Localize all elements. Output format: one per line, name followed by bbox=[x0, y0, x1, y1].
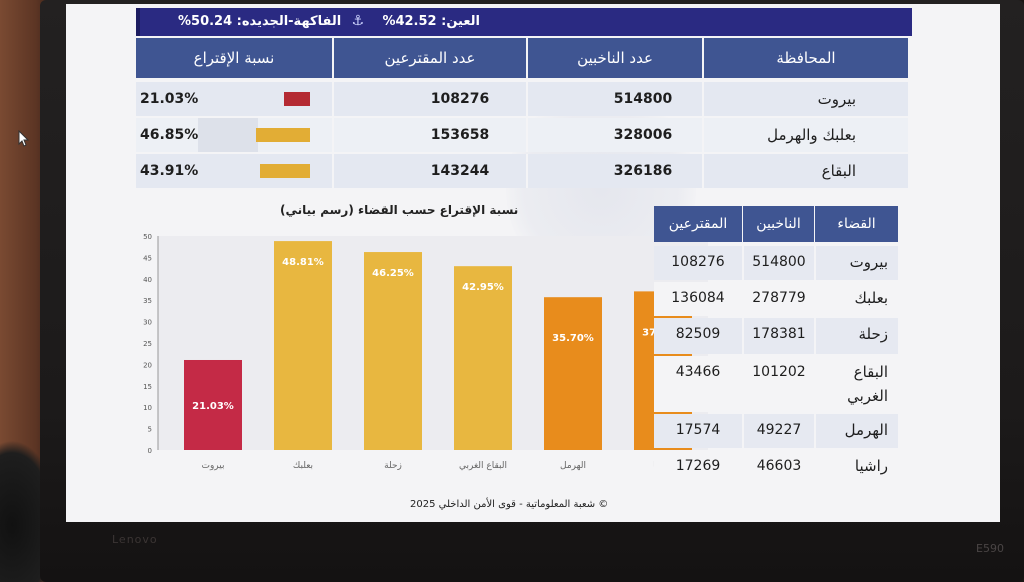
district-voters: 17574 bbox=[654, 414, 742, 448]
district-voters: 136084 bbox=[654, 282, 742, 316]
bar-value-label: 21.03% bbox=[192, 401, 234, 412]
monitor-brand: Lenovo bbox=[112, 533, 158, 546]
governorate-name: البقاع bbox=[702, 154, 908, 188]
col-district-electors: الناخبين bbox=[742, 206, 814, 242]
turnout-chart-svg: 0 5 10 15 20 25 30 35 40 45 50 21.03% بيروت 48.81% بعل… bbox=[143, 233, 708, 471]
governorate-name: بعلبك والهرمل bbox=[702, 118, 908, 152]
district-name: زحلة bbox=[814, 318, 898, 354]
table-row: 43.91% 143244 326186 البقاع bbox=[136, 154, 908, 188]
table-row: 82509 178381 زحلة bbox=[654, 318, 898, 354]
turnout-swatch bbox=[284, 92, 310, 106]
y-tick-label: 0 bbox=[148, 447, 152, 455]
col-district-name: القضاء bbox=[814, 206, 898, 242]
turnout-swatch bbox=[256, 128, 310, 142]
table-row: 21.03% 108276 514800 بيروت bbox=[136, 82, 908, 116]
district-voters: 43466 bbox=[654, 356, 742, 412]
x-category-label: بعلبك bbox=[293, 461, 313, 471]
bar-value-label: 46.25% bbox=[372, 268, 414, 279]
y-tick-label: 20 bbox=[143, 361, 152, 369]
y-tick-label: 30 bbox=[143, 319, 152, 327]
monitor-model: E590 bbox=[976, 542, 1004, 555]
x-category-label: بيروت bbox=[201, 461, 224, 471]
y-tick-label: 45 bbox=[143, 254, 152, 262]
col-voters: عدد المقترعين bbox=[332, 38, 526, 78]
y-tick-label: 50 bbox=[143, 233, 152, 241]
governorate-name: بيروت bbox=[702, 82, 908, 116]
chart-title: نسبة الإقتراع حسب القضاء (رسم بياني) bbox=[280, 203, 519, 217]
chart-bar bbox=[184, 359, 242, 450]
district-electors: 101202 bbox=[742, 356, 814, 412]
y-tick-label: 25 bbox=[143, 340, 152, 348]
y-tick-label: 5 bbox=[148, 426, 152, 434]
district-voters: 17269 bbox=[654, 450, 742, 484]
x-category-label: البقاع الغربي bbox=[459, 461, 507, 471]
voters-value: 143244 bbox=[332, 154, 526, 188]
voters-value: 108276 bbox=[332, 82, 526, 116]
col-turnout: نسبة الإقتراع bbox=[193, 49, 275, 67]
district-electors: 49227 bbox=[742, 414, 814, 448]
district-voters: 82509 bbox=[654, 318, 742, 354]
district-name: الهرمل bbox=[814, 414, 898, 448]
district-electors: 178381 bbox=[742, 318, 814, 354]
table-row: 17269 46603 راشيا bbox=[654, 450, 898, 484]
bar-value-label: 42.95% bbox=[462, 282, 504, 293]
chart-bar bbox=[274, 241, 332, 450]
header-left-stat: الفاكهة-الجديده: 50.24% bbox=[178, 14, 342, 29]
chart-plot-area bbox=[158, 236, 708, 450]
district-electors: 46603 bbox=[742, 450, 814, 484]
x-category-label: زحلة bbox=[384, 461, 402, 471]
table-row: 46.85% 153658 328006 بعلبك والهرمل bbox=[136, 118, 908, 152]
chart-bar bbox=[364, 252, 422, 450]
turnout-value: 46.85% bbox=[140, 127, 199, 143]
district-name: البقاع الغربي bbox=[814, 356, 898, 412]
electors-value: 328006 bbox=[526, 118, 702, 152]
header-bar: العين: 42.52% ⚓ الفاكهة-الجديده: 50.24% bbox=[136, 8, 912, 36]
electors-value: 326186 bbox=[526, 154, 702, 188]
district-name: بعلبك bbox=[814, 282, 898, 316]
district-voters: 108276 bbox=[654, 246, 742, 280]
district-electors: 278779 bbox=[742, 282, 814, 316]
y-tick-label: 10 bbox=[143, 404, 152, 412]
table-row: 136084 278779 بعلبك bbox=[654, 282, 898, 316]
turnout-value: 21.03% bbox=[140, 91, 199, 107]
table-row: 43466 101202 البقاع الغربي bbox=[654, 356, 898, 412]
screen: العين: 42.52% ⚓ الفاكهة-الجديده: 50.24% … bbox=[66, 4, 1000, 522]
y-tick-label: 40 bbox=[143, 276, 152, 284]
turnout-swatch bbox=[260, 164, 310, 178]
district-name: راشيا bbox=[814, 450, 898, 484]
governorate-table-header: نسبة الإقتراع عدد المقترعين عدد الناخبين… bbox=[136, 38, 908, 78]
chart-bar bbox=[544, 297, 602, 450]
turnout-value: 43.91% bbox=[140, 163, 199, 179]
y-tick-label: 15 bbox=[143, 383, 152, 391]
col-electors: عدد الناخبين bbox=[526, 38, 702, 78]
chart-bar bbox=[454, 266, 512, 450]
bar-value-label: 48.81% bbox=[282, 257, 324, 268]
table-row: 108276 514800 بيروت bbox=[654, 246, 898, 280]
header-right-stat: العين: 42.52% bbox=[382, 14, 480, 29]
col-governorate: المحافظة bbox=[702, 38, 908, 78]
district-table-header: المقترعين الناخبين القضاء bbox=[654, 206, 898, 242]
x-category-label: الهرمل bbox=[560, 461, 586, 471]
emblem-icon: ⚓ bbox=[351, 13, 364, 29]
table-row: 17574 49227 الهرمل bbox=[654, 414, 898, 448]
bar-value-label: 35.70% bbox=[552, 333, 594, 344]
y-tick-label: 35 bbox=[143, 297, 152, 305]
col-district-voters: المقترعين bbox=[668, 216, 728, 232]
voters-value: 153658 bbox=[332, 118, 526, 152]
district-electors: 514800 bbox=[742, 246, 814, 280]
electors-value: 514800 bbox=[526, 82, 702, 116]
turnout-chart: 0 5 10 15 20 25 30 35 40 45 50 21.03% بيروت 48.81% بعل… bbox=[136, 222, 716, 484]
footer-copyright: © شعبة المعلوماتية - قوى الأمن الداخلي 2… bbox=[410, 499, 609, 510]
district-name: بيروت bbox=[814, 246, 898, 280]
